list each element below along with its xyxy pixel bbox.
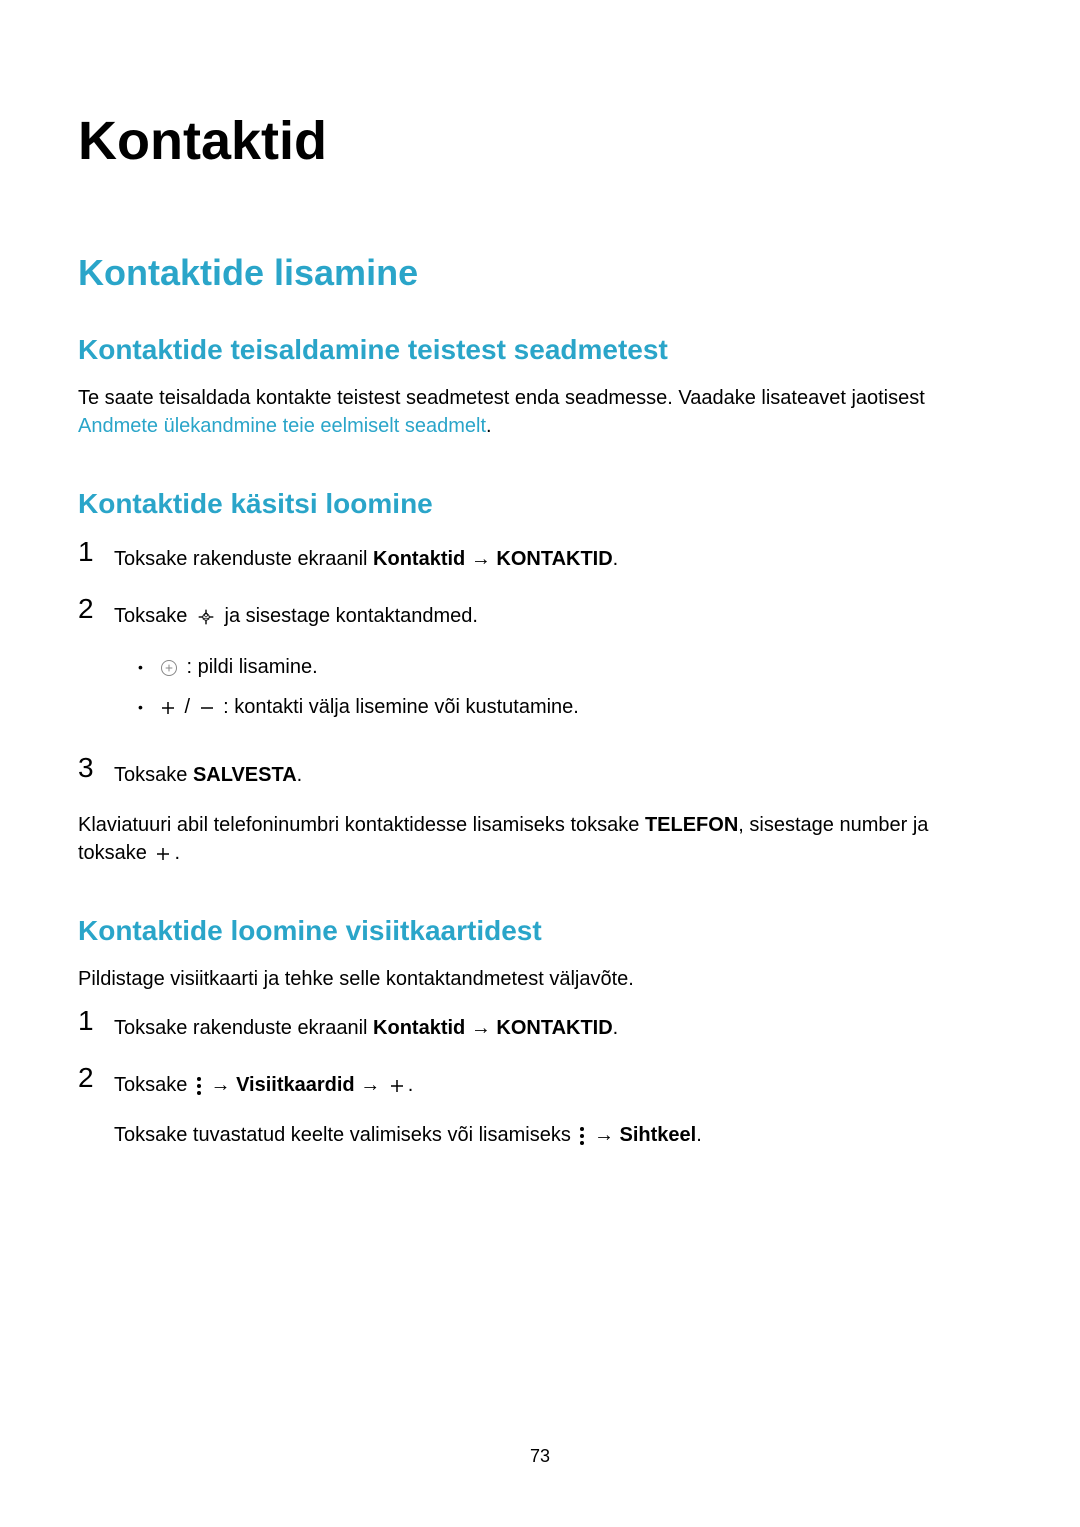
section-title-1: Kontaktide lisamine [78,252,1002,294]
step-1-sub2: 1 Toksake rakenduste ekraanil Kontaktid … [78,538,1002,573]
step-3-sub2: 3 Toksake SALVESTA. [78,754,1002,789]
step3-suffix: . [297,764,303,786]
step2-suffix: ja sisestage kontaktandmed. [219,605,478,627]
step-1-sub3-content: Toksake rakenduste ekraanil Kontaktid → … [114,1007,618,1042]
slash: / [179,696,196,718]
number-3: 3 [78,754,114,782]
page-number: 73 [0,1446,1080,1467]
sub3-step2-bold: Visiitkaardid [236,1074,355,1096]
circle-plus-icon [159,658,179,678]
sub3-step1-prefix: Toksake rakenduste ekraanil [114,1017,373,1039]
sub2-note: Klaviatuuri abil telefoninumbri kontakti… [78,811,1002,867]
step1-arrow: → [465,548,496,570]
number-1-sub3: 1 [78,1007,114,1035]
minus-icon [198,699,216,717]
bullet-item-1: • : pildi lisamine. [138,652,579,682]
sub3-step1-bold2: KONTAKTID [496,1017,612,1039]
plus-icon [159,699,177,717]
number-2-sub3: 2 [78,1064,114,1092]
sub3-note-suffix: . [696,1124,702,1146]
more-icon [195,1076,203,1096]
bullet-list: • : pildi lisamine. • / : kontakti välja… [138,652,579,722]
add-contact-icon [195,606,217,628]
sub3-step2-arrow1: → [205,1074,236,1096]
sub3-step1-arrow: → [465,1017,496,1039]
number-1: 1 [78,538,114,566]
note-suffix: . [174,842,180,864]
bullet-1-content: : pildi lisamine. [157,652,318,682]
step-1-sub2-content: Toksake rakenduste ekraanil Kontaktid → … [114,538,618,573]
text-before-link: Te saate teisaldada kontakte teistest se… [78,387,925,409]
step3-bold: SALVESTA [193,764,297,786]
step-1-sub3: 1 Toksake rakenduste ekraanil Kontaktid … [78,1007,1002,1042]
sub3-step2-suffix: . [408,1074,414,1096]
plus-icon-note [154,845,172,863]
sub3-step2-arrow2: → [355,1074,386,1096]
sub3-step1-bold1: Kontaktid [373,1017,465,1039]
sub3-intro: Pildistage visiitkaarti ja tehke selle k… [78,965,1002,993]
step2-prefix: Toksake [114,605,193,627]
sub3-note-prefix: Toksake tuvastatud keelte valimiseks või… [114,1124,576,1146]
page-content: Kontaktid Kontaktide lisamine Kontaktide… [0,0,1080,1231]
step-2-sub2-content: Toksake ja sisestage kontaktandmed. • : … [114,595,579,732]
text-after-link: . [486,415,492,437]
sub3-step1-suffix: . [613,1017,619,1039]
plus-icon-sub3 [388,1077,406,1095]
step-3-sub2-content: Toksake SALVESTA. [114,754,302,789]
bullet-item-2: • / : kontakti välja lisemine või kustut… [138,692,579,722]
step-2-sub3-content: Toksake → Visiitkaardid → . Toksake tuva… [114,1064,702,1149]
step1-prefix: Toksake rakenduste ekraanil [114,548,373,570]
bullet-dot-2: • [138,697,143,718]
sub3-step2-prefix: Toksake [114,1074,193,1096]
subsection-title-3: Kontaktide loomine visiitkaartidest [78,915,1002,947]
more-icon-note [578,1126,586,1146]
step1-bold1: Kontaktid [373,548,465,570]
step-2-sub2: 2 Toksake ja sisestage kontaktandmed. • … [78,595,1002,732]
number-2: 2 [78,595,114,623]
step1-bold2: KONTAKTID [496,548,612,570]
note-bold: TELEFON [645,814,738,836]
sub3-step2-note: Toksake tuvastatud keelte valimiseks või… [114,1121,702,1149]
step-2-sub3: 2 Toksake → Visiitkaardid → . Toksake tu… [78,1064,1002,1149]
bullet2-text: : kontakti välja lisemine või kustutamin… [218,696,579,718]
sub3-note-arrow: → [588,1124,619,1146]
note-prefix: Klaviatuuri abil telefoninumbri kontakti… [78,814,645,836]
sub3-note-bold: Sihtkeel [620,1124,697,1146]
data-transfer-link[interactable]: Andmete ülekandmine teie eelmiselt seadm… [78,415,486,437]
bullet-dot-1: • [138,657,143,678]
main-title: Kontaktid [78,110,1002,172]
bullet1-text: : pildi lisamine. [181,656,318,678]
subsection-1-text: Te saate teisaldada kontakte teistest se… [78,384,1002,440]
subsection-title-2: Kontaktide käsitsi loomine [78,488,1002,520]
step1-suffix: . [613,548,619,570]
subsection-title-1: Kontaktide teisaldamine teistest seadmet… [78,334,1002,366]
bullet-2-content: / : kontakti välja lisemine või kustutam… [157,692,579,722]
step3-prefix: Toksake [114,764,193,786]
